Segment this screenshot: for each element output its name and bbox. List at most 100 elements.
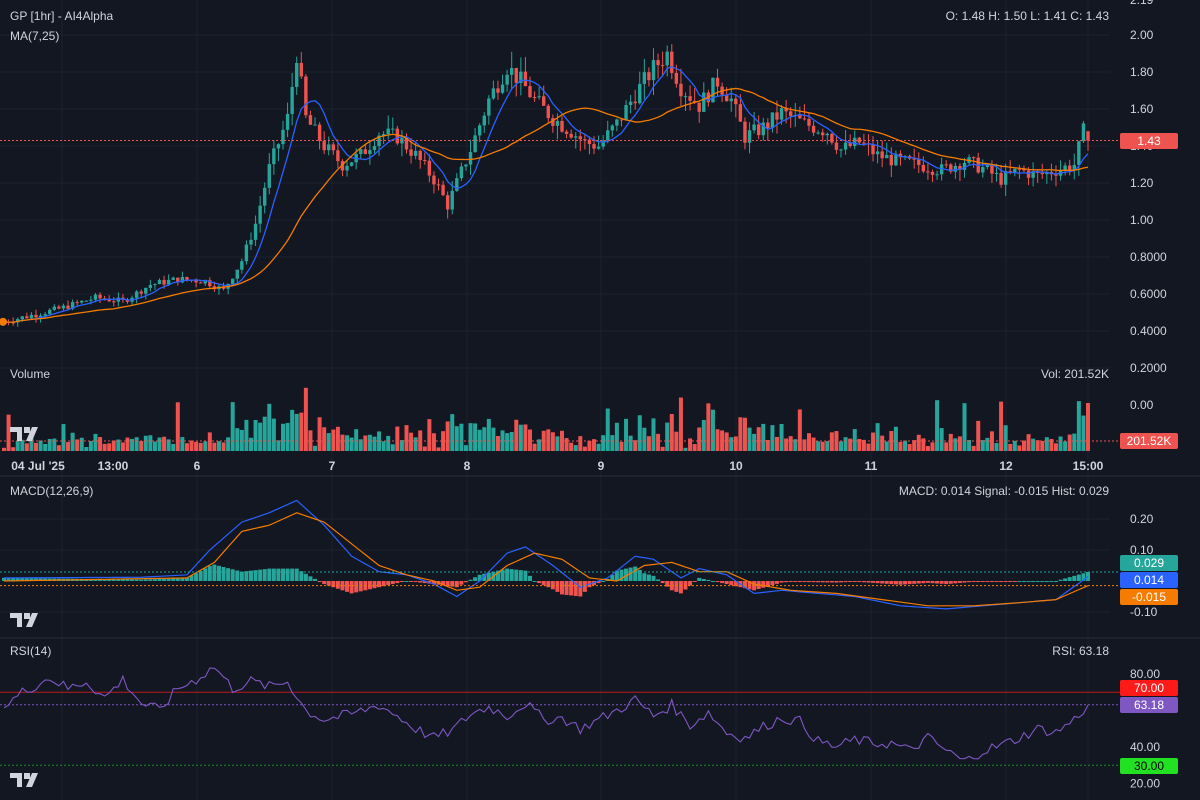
ma-25-start-dot: [0, 317, 7, 326]
volume-bar: [532, 443, 537, 451]
macd-histogram-bar: [674, 581, 679, 592]
macd-histogram-bar: [893, 581, 898, 585]
macd-histogram-bar: [518, 570, 523, 581]
macd-histogram-bar: [120, 579, 125, 581]
candle-body: [880, 151, 884, 159]
volume-bar: [463, 445, 468, 451]
candle-body: [843, 142, 848, 150]
volume-bar: [1053, 443, 1058, 451]
candle-body: [651, 60, 656, 81]
macd-histogram-bar: [541, 581, 546, 586]
candle-body: [34, 314, 38, 318]
macd-histogram-bar: [925, 581, 930, 583]
macd-histogram-bar: [253, 570, 258, 581]
candle-body: [756, 124, 761, 136]
time-axis-tick: 04 Jul '25: [11, 459, 65, 473]
macd-histogram-bar: [729, 581, 734, 586]
candle-body: [807, 118, 811, 126]
candle-body: [363, 149, 368, 154]
volume-bar: [592, 439, 597, 451]
candle-body: [75, 302, 79, 304]
macd-histogram-bar: [500, 569, 505, 581]
rsi-line: [3, 667, 1089, 760]
volume-bar: [120, 442, 125, 451]
candle-body: [789, 111, 793, 117]
candle-body: [898, 153, 903, 158]
volume-bar: [656, 433, 661, 451]
macd-histogram-bar: [184, 577, 189, 581]
macd-histogram-bar: [944, 581, 949, 585]
volume-bar: [47, 438, 52, 451]
macd-histogram-bar: [537, 581, 542, 584]
macd-histogram-bar: [390, 581, 395, 585]
candle-body: [450, 190, 454, 210]
candle-body: [57, 306, 61, 309]
macd-histogram-bar: [678, 581, 683, 594]
volume-bar: [578, 436, 583, 451]
candle-body: [523, 71, 528, 87]
volume-bar: [340, 434, 345, 451]
macd-histogram-bar: [317, 581, 322, 582]
candle-body: [1081, 123, 1086, 142]
candle-body: [235, 269, 239, 279]
volume-bar: [953, 438, 958, 451]
candle-body: [642, 72, 647, 84]
candle-body: [528, 86, 532, 98]
candle-body: [875, 151, 880, 155]
volume-bar: [514, 419, 519, 451]
hist-badge: 0.029: [1120, 555, 1178, 571]
volume-bar: [880, 435, 885, 451]
volume-bar: [235, 428, 240, 451]
candle-body: [738, 104, 743, 122]
macd-histogram-bar: [473, 577, 478, 581]
candle-body: [464, 164, 468, 167]
macd-histogram-bar: [180, 578, 185, 581]
candle-body: [857, 137, 862, 143]
macd-readout: MACD: 0.014 Signal: -0.015 Hist: 0.029: [898, 484, 1109, 498]
candle-body: [606, 130, 610, 141]
candle-body: [66, 305, 70, 309]
candle-body: [386, 128, 390, 135]
volume-bar: [724, 432, 729, 451]
macd-histogram-bar: [834, 581, 839, 583]
volume-bar: [1040, 440, 1045, 451]
candle-body: [327, 144, 331, 151]
macd-histogram-bar: [628, 567, 633, 581]
macd-histogram-bar: [825, 581, 830, 583]
rsi-30-badge: 30.00: [1120, 758, 1178, 774]
volume-bar: [985, 437, 990, 451]
candle-body: [345, 165, 349, 171]
candle-body: [107, 299, 111, 302]
candle-body: [240, 261, 244, 270]
signal-badge: -0.015: [1120, 589, 1178, 605]
volume-bar: [646, 436, 651, 451]
macd-histogram-bar: [985, 581, 990, 582]
candle-body: [1003, 171, 1008, 185]
candle-body: [29, 314, 34, 319]
volume-bar: [303, 387, 308, 451]
volume-bar: [349, 437, 354, 451]
candle-body: [537, 96, 541, 98]
macd-line: [3, 499, 1089, 610]
candle-body: [459, 166, 464, 179]
candle-body: [1008, 171, 1012, 173]
macd-histogram-bar: [688, 581, 693, 586]
macd-histogram-bar: [875, 581, 880, 584]
macd-histogram-bar: [935, 581, 940, 584]
signal-line: [3, 512, 1089, 607]
macd-histogram-bar: [15, 578, 20, 581]
volume-bar: [6, 414, 11, 451]
macd-histogram-bar: [774, 581, 779, 584]
candle-body: [802, 118, 807, 120]
macd-histogram-bar: [404, 581, 409, 582]
macd-histogram-bar: [967, 581, 972, 583]
volume-bar: [409, 432, 414, 451]
macd-histogram-bar: [477, 574, 482, 581]
candle-body: [871, 144, 875, 155]
volume-bar: [925, 446, 930, 451]
candle-body: [436, 184, 441, 186]
volume-bar: [244, 419, 249, 451]
macd-histogram-bar: [715, 581, 720, 583]
candle-body: [25, 316, 29, 319]
